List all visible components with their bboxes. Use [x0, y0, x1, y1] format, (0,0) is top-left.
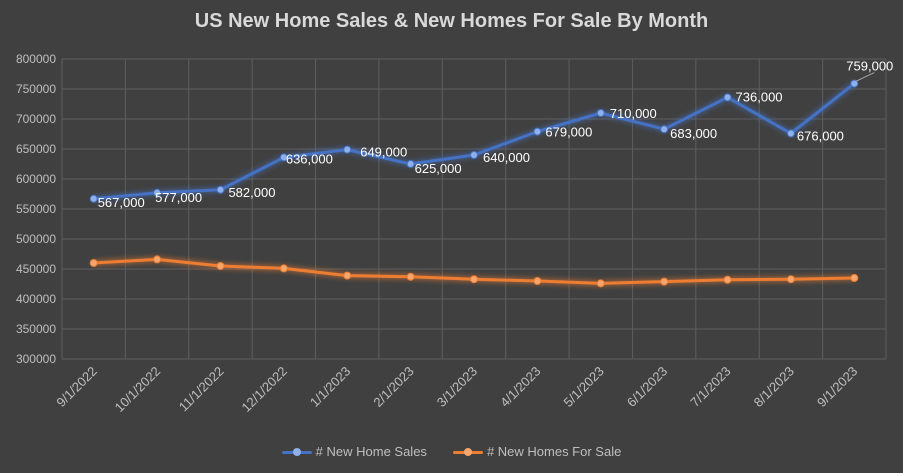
data-label-sales: 736,000	[736, 89, 783, 104]
data-label-sales: 710,000	[610, 106, 657, 121]
data-point-sales	[343, 145, 352, 154]
x-tick-label: 5/1/2023	[560, 364, 606, 410]
x-tick-label: 2/1/2023	[370, 364, 416, 410]
data-point-for-sale	[216, 262, 225, 270]
data-point-for-sale	[723, 275, 732, 284]
data-point-sales	[596, 109, 605, 117]
data-point-for-sale	[343, 271, 352, 280]
y-tick-label: 300000	[16, 352, 56, 366]
data-point-for-sale	[786, 275, 795, 284]
data-label-leader-line	[855, 72, 875, 83]
data-point-sales	[470, 151, 478, 159]
y-tick-label: 750000	[16, 82, 56, 96]
y-tick-label: 400000	[16, 292, 56, 306]
y-tick-label: 650000	[16, 142, 56, 156]
x-tick-label: 12/1/2022	[238, 364, 290, 416]
x-tick-label: 9/1/2023	[814, 364, 860, 410]
y-tick-label: 800000	[16, 52, 56, 66]
y-tick-label: 450000	[16, 262, 56, 276]
x-tick-label: 8/1/2023	[751, 364, 797, 410]
legend-label-for-sale: # New Homes For Sale	[486, 444, 622, 459]
data-point-for-sale	[533, 277, 542, 285]
data-point-for-sale	[660, 277, 669, 286]
y-tick-label: 700000	[16, 112, 56, 126]
data-point-sales	[533, 127, 542, 136]
data-point-sales	[406, 160, 415, 168]
data-label-sales: 636,000	[286, 151, 333, 166]
data-point-sales	[786, 129, 795, 138]
x-tick-label: 10/1/2022	[112, 364, 164, 416]
data-point-sales	[850, 79, 859, 88]
x-tick-label: 1/1/2023	[307, 364, 353, 410]
x-tick-label: 11/1/2022	[176, 364, 227, 415]
x-tick-label: 3/1/2023	[434, 364, 480, 410]
data-label-sales: 679,000	[545, 125, 592, 140]
data-point-for-sale	[470, 275, 478, 284]
legend-item-sales[interactable]: # New Home Sales	[281, 444, 427, 459]
data-point-sales	[279, 153, 288, 162]
legend-swatch-for-sale	[452, 446, 483, 458]
legend-item-for-sale[interactable]: # New Homes For Sale	[452, 444, 622, 459]
x-tick-label: 7/1/2023	[687, 364, 733, 410]
y-tick-label: 500000	[16, 232, 56, 246]
data-point-for-sale	[89, 259, 98, 267]
data-label-sales: 640,000	[483, 150, 530, 165]
x-tick-label: 6/1/2023	[624, 364, 670, 410]
data-label-sales: 676,000	[797, 128, 844, 143]
data-point-for-sale	[850, 274, 859, 282]
x-tick-label: 9/1/2022	[53, 364, 99, 410]
data-label-sales: 582,000	[228, 185, 275, 200]
legend-swatch-sales	[281, 446, 312, 458]
data-point-sales	[216, 185, 225, 194]
data-label-sales: 683,000	[670, 126, 717, 141]
y-tick-label: 600000	[16, 172, 56, 186]
y-tick-label: 350000	[16, 322, 56, 336]
data-label-sales: 567,000	[98, 195, 145, 210]
data-point-sales	[153, 188, 162, 197]
data-point-for-sale	[596, 279, 605, 288]
legend: # New Home Sales # New Homes For Sale	[0, 444, 903, 459]
data-point-for-sale	[279, 264, 288, 273]
y-tick-label: 550000	[16, 202, 56, 216]
data-label-sales: 759,000	[846, 59, 893, 74]
data-label-sales: 625,000	[415, 161, 462, 176]
x-tick-label: 4/1/2023	[497, 364, 543, 410]
data-point-sales	[723, 93, 732, 102]
data-point-sales	[89, 194, 98, 203]
data-point-for-sale	[153, 255, 162, 264]
data-point-for-sale	[406, 272, 415, 281]
legend-label-sales: # New Home Sales	[315, 444, 427, 459]
data-label-sales: 577,000	[155, 190, 202, 205]
data-label-sales: 649,000	[360, 145, 407, 160]
chart-title: US New Home Sales & New Homes For Sale B…	[194, 10, 709, 32]
data-point-sales	[660, 125, 669, 134]
